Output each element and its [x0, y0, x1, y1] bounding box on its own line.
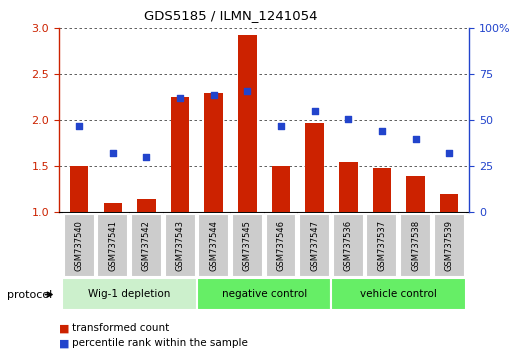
Point: [142, 154, 150, 160]
Bar: [238, 35, 256, 212]
Text: GSM737545: GSM737545: [243, 220, 252, 270]
Text: GSM737541: GSM737541: [108, 220, 117, 270]
Point: [75, 123, 83, 129]
Bar: [97, 214, 128, 277]
Text: GSM737539: GSM737539: [445, 219, 453, 271]
Point: [243, 88, 251, 94]
Bar: [64, 214, 95, 277]
Bar: [198, 214, 229, 277]
Bar: [299, 214, 330, 277]
Bar: [197, 278, 331, 310]
Bar: [63, 278, 197, 310]
Text: vehicle control: vehicle control: [360, 289, 437, 299]
Bar: [333, 214, 364, 277]
Bar: [232, 214, 263, 277]
Text: GSM737543: GSM737543: [175, 219, 185, 271]
Text: percentile rank within the sample: percentile rank within the sample: [72, 338, 248, 348]
Bar: [372, 168, 391, 212]
Bar: [366, 214, 398, 277]
Text: ■: ■: [59, 338, 69, 348]
Bar: [406, 176, 425, 212]
Text: protocol: protocol: [7, 290, 52, 299]
Point: [310, 108, 319, 114]
Point: [445, 151, 453, 156]
Text: GSM737546: GSM737546: [277, 219, 286, 271]
Bar: [433, 214, 465, 277]
Bar: [339, 162, 358, 212]
Point: [411, 136, 420, 142]
Text: GDS5185 / ILMN_1241054: GDS5185 / ILMN_1241054: [144, 9, 318, 22]
Point: [109, 151, 117, 156]
Bar: [266, 214, 297, 277]
Text: GSM737537: GSM737537: [378, 219, 386, 271]
Bar: [272, 166, 290, 212]
Text: GSM737544: GSM737544: [209, 220, 218, 270]
Bar: [70, 166, 88, 212]
Bar: [305, 123, 324, 212]
Bar: [171, 97, 189, 212]
Point: [277, 123, 285, 129]
Text: GSM737536: GSM737536: [344, 219, 353, 271]
Bar: [104, 203, 122, 212]
Bar: [400, 214, 431, 277]
Bar: [165, 214, 195, 277]
Text: transformed count: transformed count: [72, 323, 169, 333]
Text: negative control: negative control: [222, 289, 307, 299]
Point: [210, 92, 218, 97]
Point: [344, 116, 352, 121]
Bar: [331, 278, 466, 310]
Bar: [440, 194, 459, 212]
Bar: [131, 214, 162, 277]
Text: Wig-1 depletion: Wig-1 depletion: [88, 289, 171, 299]
Point: [176, 96, 184, 101]
Text: ■: ■: [59, 323, 69, 333]
Point: [378, 129, 386, 134]
Text: GSM737538: GSM737538: [411, 219, 420, 271]
Text: GSM737542: GSM737542: [142, 220, 151, 270]
Bar: [137, 199, 156, 212]
Bar: [205, 93, 223, 212]
Text: GSM737540: GSM737540: [75, 220, 84, 270]
Text: GSM737547: GSM737547: [310, 219, 319, 271]
